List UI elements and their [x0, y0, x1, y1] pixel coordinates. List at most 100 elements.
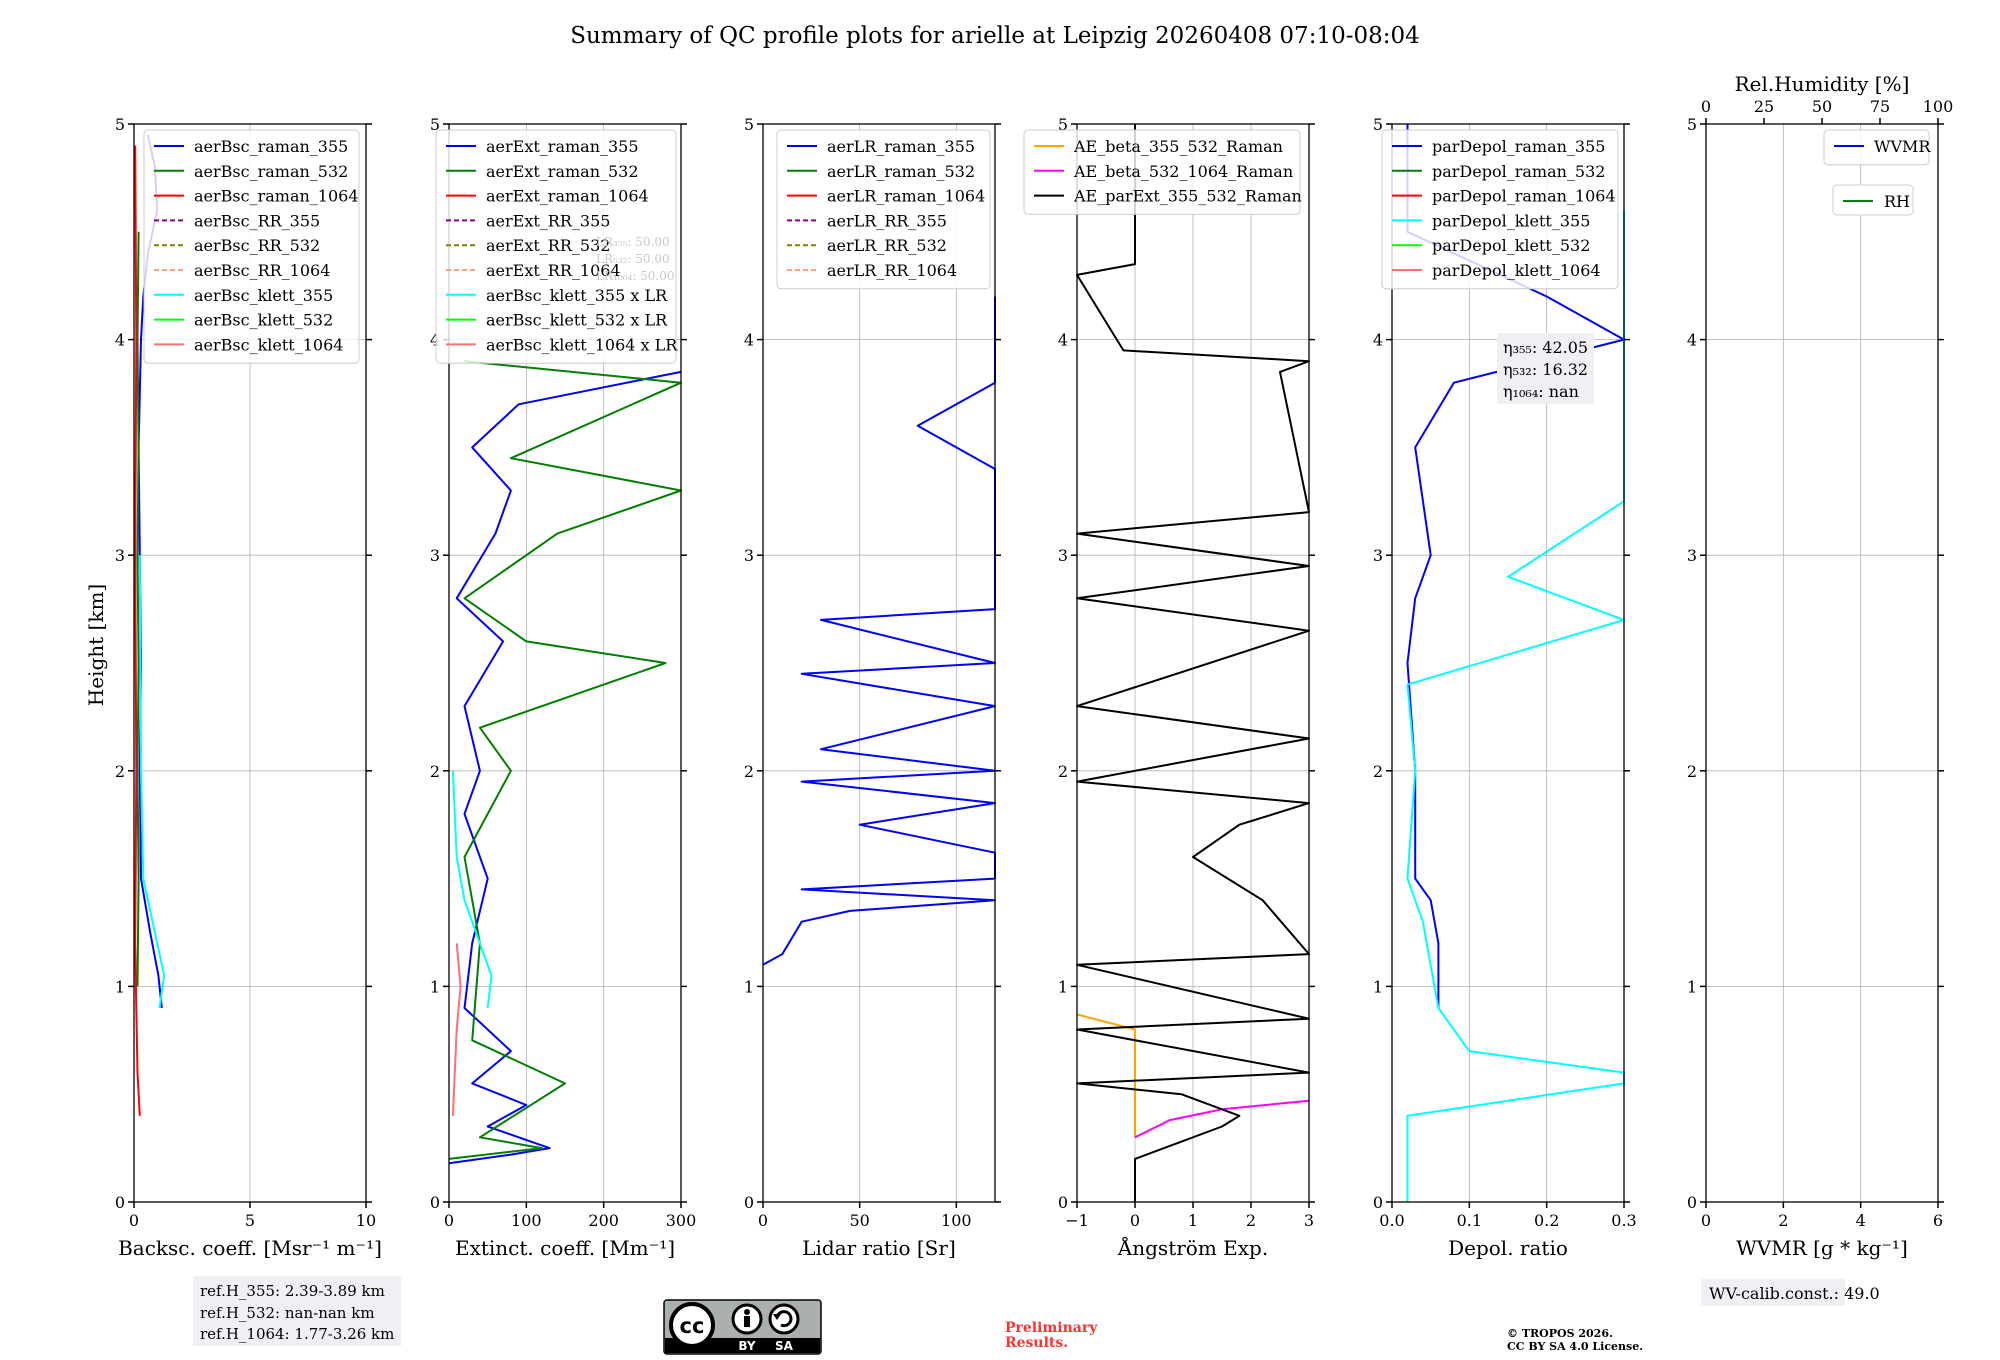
- eta-annotation: η₃₅₅: 42.05: [1503, 338, 1588, 357]
- y-tick-label: 2: [1373, 762, 1383, 781]
- ext-lr-annotation: LR₅₃₂: 50.00: [596, 252, 670, 266]
- wv-calib-text: WV-calib.const.: 49.0: [1709, 1284, 1880, 1303]
- legend-item: aerBsc_klett_355: [194, 286, 333, 305]
- copyright-line-1: © TROPOS 2026.: [1507, 1327, 1613, 1340]
- y-tick-label: 0: [115, 1193, 125, 1212]
- legend-item: parDepol_klett_1064: [1432, 261, 1601, 280]
- legend-item: RH: [1884, 192, 1910, 211]
- figure-title: Summary of QC profile plots for arielle …: [570, 23, 1420, 49]
- series-AE_beta_355_532_Raman: [1076, 1013, 1136, 1138]
- y-tick-label: 3: [430, 546, 440, 565]
- y-tick-label: 4: [1058, 331, 1068, 350]
- legend-item: aerExt_raman_1064: [486, 187, 649, 206]
- series-aerExt_raman_532: [448, 360, 682, 1160]
- legend-item: aerBsc_klett_1064 x LR: [486, 335, 678, 354]
- y-tick-label: 1: [1373, 977, 1383, 996]
- y-tick-label: 5: [1373, 115, 1383, 134]
- cc-logo-text: cc: [680, 1314, 705, 1338]
- legend-frame: [776, 129, 991, 290]
- x-axis-label: Backsc. coeff. [Msr⁻¹ m⁻¹]: [118, 1236, 382, 1260]
- legend-item: aerExt_RR_1064: [486, 261, 621, 280]
- legend-item: parDepol_raman_355: [1432, 137, 1605, 156]
- ref-h-1064: ref.H_1064: 1.77-3.26 km: [200, 1325, 394, 1343]
- y-tick-label: 1: [115, 977, 125, 996]
- y-tick-label: 5: [1058, 115, 1068, 134]
- y-tick-label: 2: [430, 762, 440, 781]
- y-tick-label: 4: [744, 331, 754, 350]
- ref-h-355: ref.H_355: 2.39-3.89 km: [200, 1282, 385, 1300]
- legend-item: aerBsc_raman_355: [194, 137, 348, 156]
- share-alike-icon: [768, 1303, 800, 1335]
- legend-frame: [143, 129, 360, 364]
- y-tick-label: 3: [744, 546, 754, 565]
- legend-frame: [1381, 129, 1619, 290]
- preliminary-note: Preliminary Results.: [1005, 1320, 1098, 1351]
- x-tick-label: 0: [129, 1211, 139, 1230]
- legend-item: aerBsc_raman_532: [194, 162, 348, 181]
- y-tick-label: 3: [1058, 546, 1068, 565]
- panel-depol: 0 1 2 3 4 5 0.0 0.1 0.2 0.3 Depol. ratio parDepol_r…: [1373, 115, 1637, 1260]
- legend-item: aerBsc_klett_355 x LR: [486, 286, 668, 305]
- legend-item: aerBsc_raman_1064: [194, 187, 359, 206]
- axes-frame: [448, 123, 682, 1203]
- ext-lr-annotation: LR₁₀₆₄: 50.00: [596, 269, 674, 283]
- top-x-tick-label: 0: [1701, 97, 1711, 116]
- top-x-tick-label: 100: [1923, 97, 1954, 116]
- legend-item: aerExt_RR_532: [486, 236, 610, 255]
- legend-item: WVMR: [1874, 137, 1931, 156]
- x-tick-label: 5: [245, 1211, 255, 1230]
- preliminary-line-1: Preliminary: [1005, 1320, 1098, 1336]
- cc-logo-icon: [669, 1302, 715, 1348]
- y-tick-label: 4: [115, 331, 125, 350]
- y-tick-label: 2: [744, 762, 754, 781]
- x-tick-label: 0.0: [1379, 1211, 1404, 1230]
- x-tick-label: 0: [1130, 1211, 1140, 1230]
- legend-item: aerBsc_klett_532: [194, 311, 333, 330]
- x-axis-label: Depol. ratio: [1448, 1236, 1568, 1260]
- x-tick-label: 200: [588, 1211, 619, 1230]
- legend-bsc: aerBsc_raman_355 aerBsc_raman_532 aerBsc_r…: [143, 129, 360, 364]
- legend-lr: aerLR_raman_355 aerLR_raman_532 aerLR_rama…: [776, 129, 991, 290]
- y-tick-label: 5: [430, 115, 440, 134]
- series-aerBsc_klett_1064 x LR: [451, 943, 462, 1116]
- series-aerBsc_raman_1064: [134, 145, 141, 1116]
- legend-item: aerLR_raman_355: [827, 137, 975, 156]
- series-aerBsc_klett_355: [138, 555, 166, 1009]
- legend-item: parDepol_raman_1064: [1432, 187, 1616, 206]
- legend-item: AE_beta_532_1064_Raman: [1073, 162, 1293, 181]
- x-axis-label: Lidar ratio [Sr]: [802, 1236, 956, 1260]
- x-tick-label: 100: [941, 1211, 972, 1230]
- legend-ext: aerExt_raman_355 aerExt_raman_532 aerExt_r…: [435, 129, 678, 364]
- wv-calib-box: WV-calib.const.: 49.0: [1701, 1279, 1880, 1306]
- y-tick-label: 3: [1687, 546, 1697, 565]
- y-tick-label: 1: [430, 977, 440, 996]
- series-aerBsc_klett_355 x LR: [451, 770, 493, 1009]
- series-aerLR_raman_355: [762, 296, 996, 966]
- ext-lr-annotation: LR₃₅₅: 50.00: [596, 235, 670, 249]
- series-parDepol_raman_355: [1406, 124, 1625, 1008]
- x-axis-label: Ångström Exp.: [1117, 1235, 1268, 1260]
- x-tick-label: 10: [356, 1211, 376, 1230]
- y-tick-label: 2: [1058, 762, 1068, 781]
- legend-item: parDepol_raman_532: [1432, 162, 1605, 181]
- x-tick-label: −1: [1065, 1211, 1089, 1230]
- y-tick-label: 1: [744, 977, 754, 996]
- x-tick-label: 300: [666, 1211, 697, 1230]
- ref-height-box: ref.H_355: 2.39-3.89 km ref.H_532: nan-n…: [193, 1276, 401, 1346]
- x-tick-label: 0: [1701, 1211, 1711, 1230]
- preliminary-line-2: Results.: [1005, 1335, 1068, 1351]
- legend-depol: parDepol_raman_355 parDepol_raman_532 parD…: [1381, 129, 1619, 290]
- copyright-line-2: CC BY SA 4.0 License.: [1507, 1340, 1643, 1353]
- series-aerExt_raman_355: [448, 370, 682, 1165]
- x-tick-label: 100: [511, 1211, 542, 1230]
- panel-ext: 0 1 2 3 4 5 0 100 200 300 Extinct. coeff. [Mm⁻¹] ae…: [430, 115, 696, 1260]
- y-tick-label: 0: [1373, 1193, 1383, 1212]
- y-tick-label: 0: [1687, 1193, 1697, 1212]
- x-tick-label: 50: [849, 1211, 869, 1230]
- legend-item: aerLR_RR_532: [827, 236, 947, 255]
- legend-item: aerBsc_RR_1064: [194, 261, 330, 280]
